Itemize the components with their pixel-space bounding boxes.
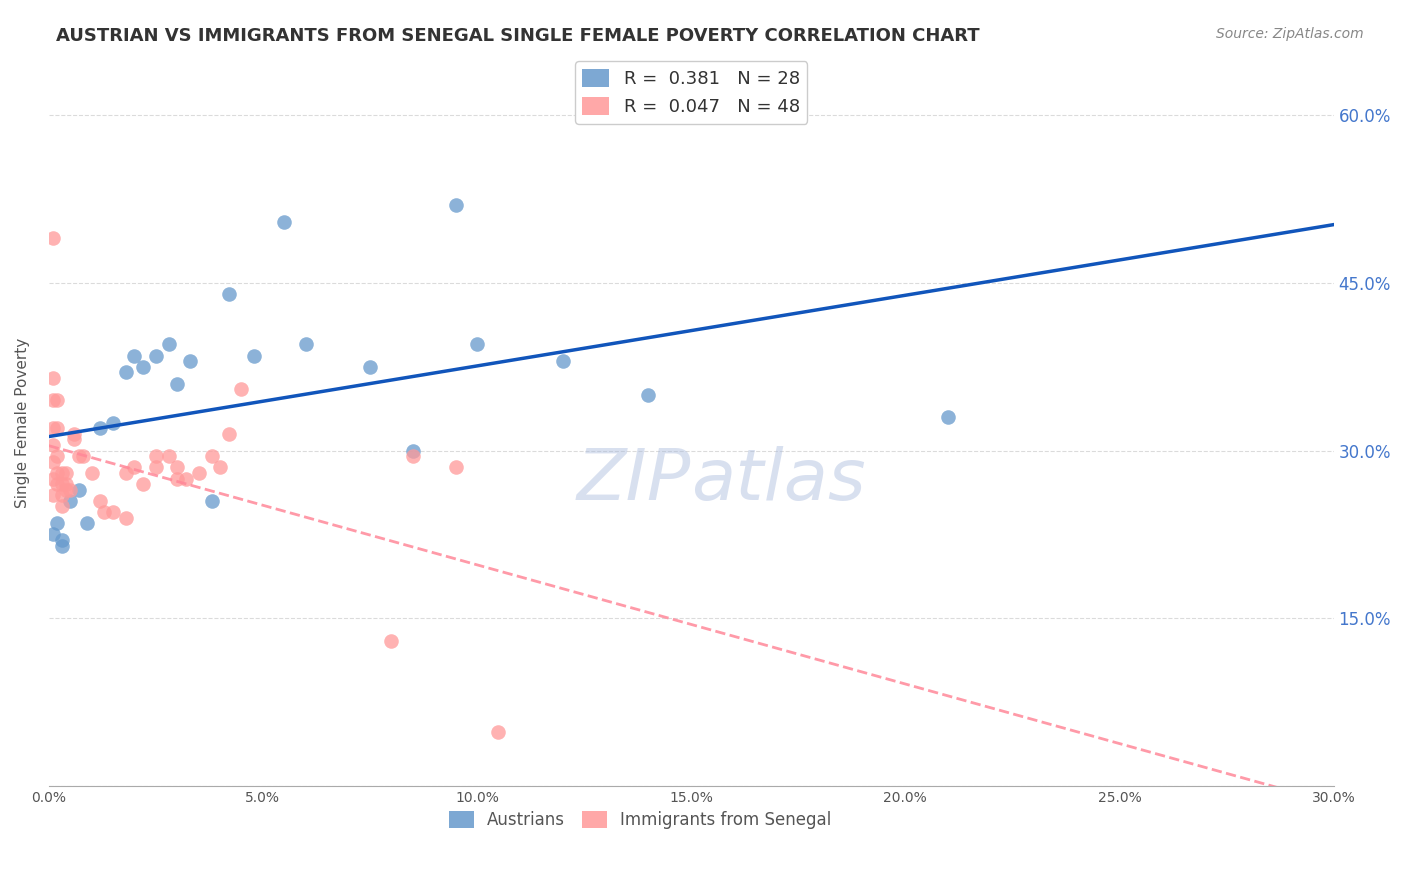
Point [243,349,266,363]
Text: AUSTRIAN VS IMMIGRANTS FROM SENEGAL SINGLE FEMALE POVERTY CORRELATION CHART: AUSTRIAN VS IMMIGRANTS FROM SENEGAL SING… [56,27,980,45]
Point [51,466,73,480]
Point [80,466,103,480]
Point [124,460,146,475]
Point [42,371,65,385]
Point [89,494,111,508]
Legend: Austrians, Immigrants from Senegal: Austrians, Immigrants from Senegal [441,804,838,836]
Point [51,500,73,514]
Point [231,382,253,396]
Point [46,449,69,463]
Point [42,393,65,408]
Point [488,725,510,739]
Point [145,349,167,363]
Point [46,516,69,531]
Point [101,505,124,519]
Point [179,354,201,368]
Point [200,494,222,508]
Point [187,466,209,480]
Point [55,477,77,491]
Point [42,438,65,452]
Point [59,494,82,508]
Point [936,410,959,425]
Point [218,426,240,441]
Text: atlas: atlas [692,446,866,516]
Point [157,337,180,351]
Point [59,483,82,497]
Point [42,527,65,541]
Point [637,388,659,402]
Point [444,198,467,212]
Point [76,516,98,531]
Point [209,460,232,475]
Point [101,416,124,430]
Point [89,421,111,435]
Point [46,466,69,480]
Point [359,359,381,374]
Text: Source: ZipAtlas.com: Source: ZipAtlas.com [1216,27,1364,41]
Point [294,337,316,351]
Point [93,505,115,519]
Point [465,337,488,351]
Point [55,466,77,480]
Point [124,349,146,363]
Point [115,366,138,380]
Point [42,231,65,245]
Point [72,449,94,463]
Point [63,426,86,441]
Point [132,477,155,491]
Point [42,455,65,469]
Point [51,533,73,547]
Point [380,633,402,648]
Point [166,376,188,391]
Point [132,359,155,374]
Point [42,488,65,502]
Point [51,539,73,553]
Point [218,287,240,301]
Point [55,483,77,497]
Point [402,443,425,458]
Point [551,354,574,368]
Point [42,471,65,485]
Point [51,488,73,502]
Point [67,483,90,497]
Point [174,471,197,485]
Point [145,460,167,475]
Point [200,449,222,463]
Point [115,510,138,524]
Point [67,449,90,463]
Point [166,460,188,475]
Point [166,471,188,485]
Text: ZIP: ZIP [576,446,692,516]
Y-axis label: Single Female Poverty: Single Female Poverty [15,337,30,508]
Point [157,449,180,463]
Point [46,421,69,435]
Point [46,477,69,491]
Point [63,433,86,447]
Point [145,449,167,463]
Point [46,393,69,408]
Point [115,466,138,480]
Point [273,214,295,228]
Point [444,460,467,475]
Point [402,449,425,463]
Point [42,421,65,435]
Point [51,477,73,491]
